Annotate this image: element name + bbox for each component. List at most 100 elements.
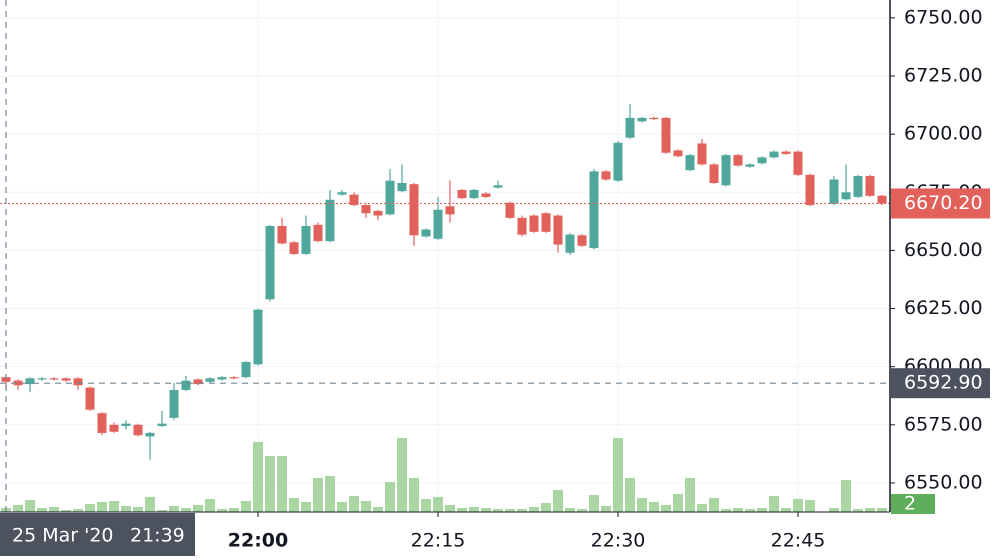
volume-bar [361, 501, 371, 512]
label-layer: 6670.20 6592.90 25 Mar '20 21:39 2 [0, 188, 990, 556]
volume-bar [865, 508, 875, 512]
volume-bar [157, 510, 167, 512]
volume-bar [301, 502, 311, 512]
volume-bar [709, 498, 719, 512]
candle-body [445, 206, 455, 215]
volume-bar [529, 507, 539, 512]
volume-bar [73, 509, 83, 512]
volume-bar [397, 438, 407, 512]
candle-body [217, 377, 227, 380]
crosshair-time-label: 21:39 [130, 525, 185, 547]
candle-body [433, 209, 443, 239]
candle-body [589, 171, 599, 249]
candle-body [457, 189, 467, 199]
volume-layer [1, 438, 887, 512]
candle-body [397, 182, 407, 192]
volume-bar [217, 509, 227, 512]
volume-bar [493, 509, 503, 512]
volume-bar [469, 507, 479, 512]
candle-layer [1, 103, 887, 460]
candle-body [61, 378, 71, 381]
volume-bar [805, 500, 815, 512]
overlay-layer [0, 0, 890, 512]
volume-bar [841, 480, 851, 512]
volume-bar [601, 506, 611, 512]
volume-bar [313, 478, 323, 512]
volume-bar [541, 503, 551, 512]
volume-bar [649, 502, 659, 512]
y-tick-label: 6550.00 [904, 471, 983, 493]
crosshair-price-box [891, 368, 990, 399]
candle-body [793, 151, 803, 175]
volume-bar [565, 508, 575, 512]
volume-bar [97, 502, 107, 512]
y-tick-label: 6625.00 [904, 297, 983, 319]
volume-bar [697, 504, 707, 512]
candle-body [169, 389, 179, 418]
volume-bar [193, 505, 203, 512]
candle-body [529, 215, 539, 232]
volume-bar [793, 499, 803, 512]
volume-bar [589, 495, 599, 512]
candle-body [145, 432, 155, 437]
candle-body [13, 380, 23, 386]
volume-bar [661, 505, 671, 512]
volume-bar [577, 509, 587, 512]
volume-bar [37, 508, 47, 512]
volume-bar [61, 510, 71, 512]
y-tick-label: 6700.00 [904, 123, 983, 145]
volume-bar [829, 508, 839, 512]
volume-bar [133, 507, 143, 512]
candle-body [181, 380, 191, 390]
candle-body [193, 379, 203, 385]
candle-body [637, 117, 647, 122]
y-tick-label: 6575.00 [904, 413, 983, 435]
last-price-box [891, 188, 990, 219]
volume-bar [109, 501, 119, 512]
candle-body [49, 378, 59, 380]
volume-bar [385, 482, 395, 512]
candle-body [301, 226, 311, 254]
volume-bar [625, 478, 635, 512]
candle-body [97, 413, 107, 433]
candle-body [73, 378, 83, 386]
volume-bar [769, 496, 779, 512]
candle-body [877, 195, 887, 204]
volume-bar [721, 509, 731, 512]
candle-body [361, 205, 371, 214]
candle-body [601, 171, 611, 180]
volume-label-box [891, 494, 935, 514]
candle-body [757, 157, 767, 164]
volume-bar [457, 508, 467, 512]
candle-body [745, 164, 755, 167]
volume-bar [421, 499, 431, 512]
candle-body [265, 226, 275, 300]
grid [0, 0, 890, 512]
volume-bar [181, 508, 191, 512]
candle-body [349, 194, 359, 206]
candle-body [409, 184, 419, 236]
candle-body [565, 234, 575, 253]
candle-body [505, 202, 515, 218]
candle-body [469, 189, 479, 199]
candle-body [781, 151, 791, 154]
candle-body [769, 151, 779, 158]
volume-bar [289, 498, 299, 512]
x-tick-label: 22:15 [411, 530, 466, 552]
candle-body [613, 142, 623, 181]
volume-bar [373, 507, 383, 512]
candle-body [685, 155, 695, 171]
candle-body [109, 424, 119, 432]
candle-body [277, 226, 287, 244]
volume-bar [145, 497, 155, 512]
volume-bar [505, 509, 515, 512]
candle-body [37, 378, 47, 380]
volume-bar [409, 478, 419, 512]
candle-body [733, 155, 743, 166]
candle-body [289, 242, 299, 254]
volume-bar [433, 497, 443, 512]
candle-body [841, 192, 851, 200]
volume-bar [445, 505, 455, 512]
candle-body [541, 213, 551, 232]
